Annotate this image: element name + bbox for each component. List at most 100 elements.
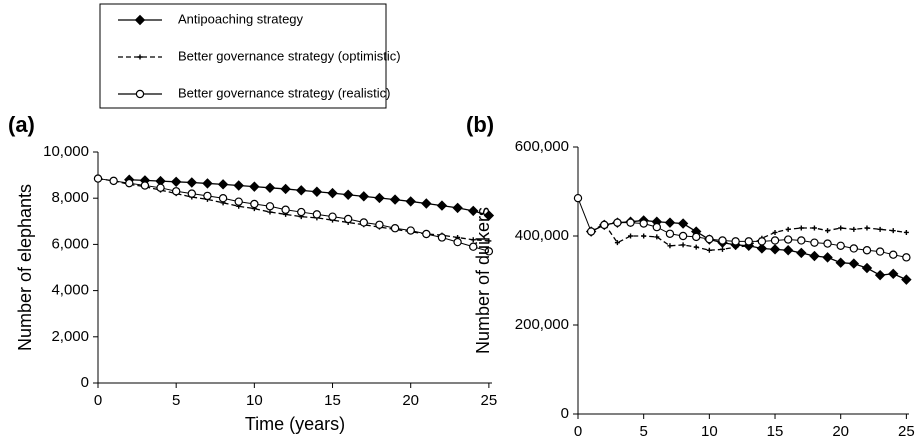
marker xyxy=(902,253,911,262)
marker xyxy=(811,225,817,231)
marker xyxy=(875,247,885,256)
marker xyxy=(453,237,462,247)
y-tick-label: 10,000 xyxy=(43,143,89,160)
marker xyxy=(864,225,870,231)
x-tick-label: 0 xyxy=(574,423,582,440)
marker xyxy=(600,220,609,230)
marker xyxy=(573,193,583,203)
marker xyxy=(374,192,385,204)
y-tick-label: 6,000 xyxy=(51,235,89,252)
marker xyxy=(297,207,306,217)
legend-marker xyxy=(137,54,143,60)
marker xyxy=(785,226,791,232)
marker xyxy=(796,247,807,259)
marker xyxy=(375,220,384,229)
marker xyxy=(664,217,676,228)
x-tick-label: 20 xyxy=(402,392,419,409)
marker xyxy=(218,193,228,203)
marker xyxy=(825,228,831,234)
y-tick-label: 600,000 xyxy=(515,138,569,155)
marker xyxy=(772,229,778,235)
series-line xyxy=(129,179,490,217)
marker xyxy=(628,233,634,239)
marker xyxy=(665,229,675,238)
marker xyxy=(125,178,134,188)
marker xyxy=(484,247,494,256)
marker xyxy=(889,250,898,259)
marker xyxy=(798,225,804,231)
legend-label: Better governance strategy (realistic) xyxy=(178,85,390,100)
marker xyxy=(835,257,846,268)
marker xyxy=(437,233,447,242)
marker xyxy=(705,234,714,244)
marker xyxy=(744,237,753,246)
marker xyxy=(343,214,353,224)
x-tick-label: 0 xyxy=(94,392,102,409)
legend-label: Antipoaching strategy xyxy=(178,11,304,26)
marker xyxy=(718,236,727,245)
marker xyxy=(109,176,118,186)
marker xyxy=(706,247,712,253)
marker xyxy=(327,187,338,199)
marker xyxy=(452,202,463,214)
marker xyxy=(436,200,448,211)
marker xyxy=(783,235,793,244)
marker xyxy=(797,236,806,245)
marker xyxy=(170,176,182,188)
marker xyxy=(849,244,859,253)
marker xyxy=(421,198,432,209)
marker xyxy=(586,227,596,236)
marker xyxy=(862,246,872,255)
legend-label: Better governance strategy (optimistic) xyxy=(178,48,401,63)
marker xyxy=(719,246,725,252)
marker xyxy=(389,194,401,205)
marker xyxy=(280,183,291,195)
marker xyxy=(782,245,794,256)
marker xyxy=(187,189,197,198)
marker xyxy=(311,186,323,197)
y-tick-label: 2,000 xyxy=(51,328,89,345)
marker xyxy=(390,224,400,233)
x-tick-label: 10 xyxy=(246,392,263,409)
marker xyxy=(250,199,259,209)
x-tick-label: 5 xyxy=(640,423,648,440)
y-tick-label: 400,000 xyxy=(515,227,569,244)
x-tick-label: 20 xyxy=(832,423,849,440)
panel-label: (b) xyxy=(466,112,494,137)
marker xyxy=(770,236,780,245)
marker xyxy=(654,234,660,240)
marker xyxy=(693,244,699,250)
marker xyxy=(626,218,635,227)
legend-marker xyxy=(134,14,146,26)
x-tick-label: 25 xyxy=(481,392,498,409)
marker xyxy=(731,237,740,246)
marker xyxy=(296,185,307,196)
marker xyxy=(614,240,620,246)
marker xyxy=(692,232,701,242)
marker xyxy=(836,241,845,250)
marker xyxy=(667,243,673,249)
marker xyxy=(822,252,833,263)
x-tick-label: 25 xyxy=(898,423,915,440)
marker xyxy=(202,178,213,189)
marker xyxy=(877,226,883,232)
marker xyxy=(264,182,276,194)
marker xyxy=(888,268,899,280)
y-axis-title: Number of elephants xyxy=(15,184,35,351)
marker xyxy=(358,191,370,202)
marker xyxy=(422,229,431,239)
marker xyxy=(203,191,212,201)
marker xyxy=(823,239,832,248)
y-axis-title: Number of duikers xyxy=(473,207,493,354)
marker xyxy=(861,262,873,274)
marker xyxy=(470,237,476,243)
marker xyxy=(769,244,781,255)
y-tick-label: 0 xyxy=(81,374,89,391)
marker xyxy=(233,180,244,191)
legend-box xyxy=(99,3,387,109)
panel-label: (a) xyxy=(8,112,35,137)
marker xyxy=(757,237,767,246)
marker xyxy=(874,269,886,281)
marker xyxy=(848,258,860,269)
